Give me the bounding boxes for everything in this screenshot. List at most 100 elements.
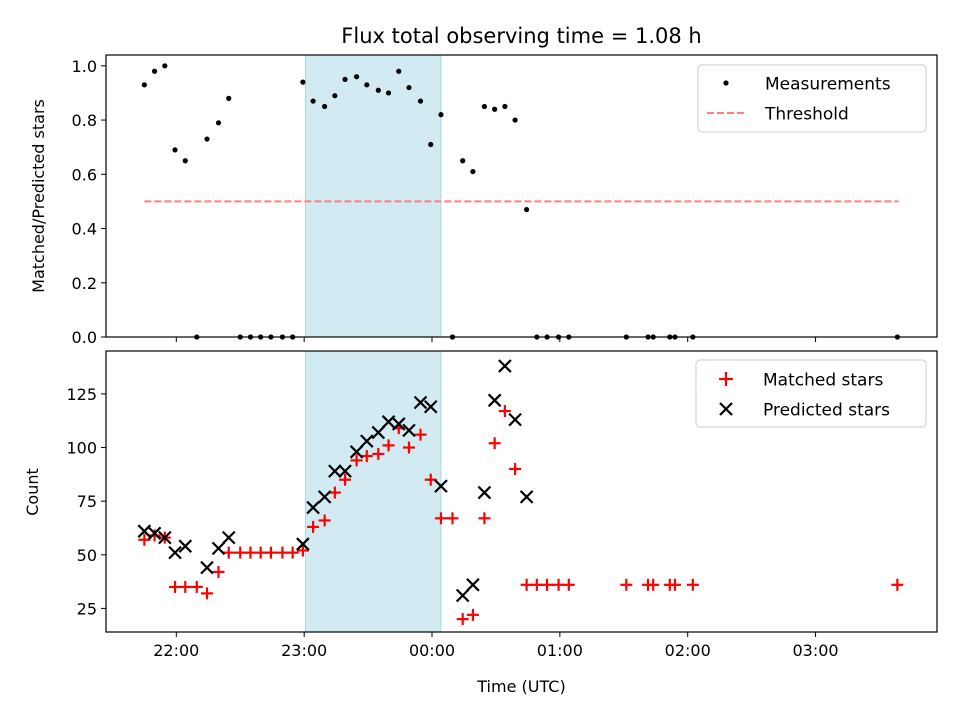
matched-star-point: [138, 533, 151, 546]
top-ytick-label: 0.4: [72, 220, 97, 239]
measurement-point: [524, 206, 530, 213]
measurement-point: [226, 95, 232, 101]
matched-star-point: [414, 428, 427, 441]
predicted-star-point: [402, 423, 416, 438]
matched-star-point: [434, 512, 447, 525]
bottom-ytick-label: 25: [77, 599, 97, 618]
measurement-point: [182, 158, 188, 164]
predicted-star-point: [211, 541, 226, 556]
predicted-star-point: [137, 524, 152, 538]
matched-star-point: [286, 546, 299, 559]
matched-star-point: [466, 608, 479, 621]
matched-star-point: [350, 454, 363, 467]
predicted-star-point: [317, 490, 332, 504]
measurement-point: [406, 84, 412, 91]
measurement-point: [417, 98, 424, 104]
y-axis-label-top: Matched/Predicted stars: [29, 99, 48, 293]
matched-star-point: [169, 580, 182, 593]
predicted-star-point: [147, 526, 162, 541]
matched-star-point: [360, 450, 373, 463]
matched-star-point: [488, 437, 501, 450]
measurement-point: [151, 68, 158, 74]
legend-top: Measurements Threshold: [697, 64, 927, 133]
measurement-point: [141, 82, 147, 88]
legend-predicted-marker: [719, 402, 733, 416]
legend-measurements-label: Measurements: [765, 75, 891, 95]
matched-star-point: [552, 578, 565, 591]
bottom-ytick-label: 50: [77, 546, 97, 565]
matched-star-point: [382, 439, 395, 452]
predicted-star-point: [391, 417, 406, 431]
matched-star-point: [620, 578, 633, 591]
top-ytick-label: 0.8: [72, 111, 97, 130]
measurement-point: [322, 103, 328, 110]
matched-star-point: [276, 546, 289, 559]
measurement-point: [215, 120, 222, 126]
matched-star-point: [509, 462, 522, 475]
legend-bottom: Matched stars Predicted stars: [695, 359, 927, 428]
matched-star-point: [891, 578, 904, 591]
matched-star-point: [264, 546, 277, 559]
measurement-point: [385, 90, 392, 96]
measurement-point: [353, 74, 360, 80]
measurement-point: [502, 103, 508, 110]
bottom-ytick-label: 125: [66, 385, 97, 404]
x-axis-label: Time (UTC): [476, 677, 565, 696]
matched-star-point: [541, 578, 554, 591]
measurement-point: [470, 168, 476, 175]
top-ytick-label: 0.2: [72, 274, 97, 293]
matched-star-point: [424, 473, 437, 486]
x-tick-label: 02:00: [665, 641, 711, 660]
legend-matched-marker: [719, 372, 733, 386]
x-tick-label: 01:00: [537, 641, 583, 660]
matched-star-point: [179, 580, 192, 593]
measurement-point: [492, 106, 498, 112]
matched-star-point: [234, 546, 247, 559]
measurement-point: [332, 93, 338, 99]
measurement-point: [428, 141, 434, 148]
matched-star-point: [402, 441, 415, 454]
y-axis-label-bottom: Count: [23, 468, 42, 516]
legend-threshold-label: Threshold: [764, 105, 849, 125]
matched-star-point: [200, 587, 213, 600]
predicted-star-point: [519, 490, 534, 504]
x-tick-label: 03:00: [792, 641, 838, 660]
top-ytick-label: 0.0: [72, 328, 97, 347]
matched-star-point: [148, 529, 161, 542]
predicted-star-point: [434, 479, 448, 493]
legend-measurement-marker: [723, 80, 729, 86]
measurement-point: [438, 112, 444, 118]
matched-star-point: [318, 514, 331, 527]
matched-star-point: [478, 512, 491, 525]
measurement-point: [162, 63, 168, 69]
matched-star-point: [296, 544, 309, 557]
x-tick-label: 00:00: [409, 641, 455, 660]
top-ytick-label: 0.6: [72, 165, 97, 184]
measurement-point: [460, 158, 466, 164]
measurement-point: [481, 103, 488, 110]
measurement-point: [300, 79, 306, 85]
predicted-star-point: [328, 464, 342, 478]
predicted-star-point: [360, 434, 374, 448]
predicted-star-point: [455, 588, 470, 603]
predicted-star-point: [487, 393, 502, 408]
bottom-shaded-span: [304, 350, 442, 633]
measurement-point: [396, 68, 402, 74]
matched-star-point: [307, 520, 320, 533]
predicted-star-point: [423, 399, 438, 414]
predicted-star-point: [338, 464, 352, 478]
ratio-panel: 0.0 0.2 0.4 0.6 0.8 1.0: [72, 54, 938, 347]
matched-star-point: [222, 546, 235, 559]
predicted-star-point: [413, 395, 428, 410]
top-frame: [105, 54, 938, 338]
measurement-point: [204, 136, 210, 142]
measurement-point: [172, 147, 178, 153]
predicted-star-point: [158, 530, 172, 545]
predicted-star-point: [306, 500, 320, 515]
matched-star-point: [686, 578, 699, 591]
measurement-point: [342, 76, 348, 83]
measurement-point: [375, 87, 381, 93]
matched-star-point: [244, 546, 257, 559]
matched-star-point: [456, 613, 469, 626]
legend-predicted-label: Predicted stars: [763, 401, 890, 421]
